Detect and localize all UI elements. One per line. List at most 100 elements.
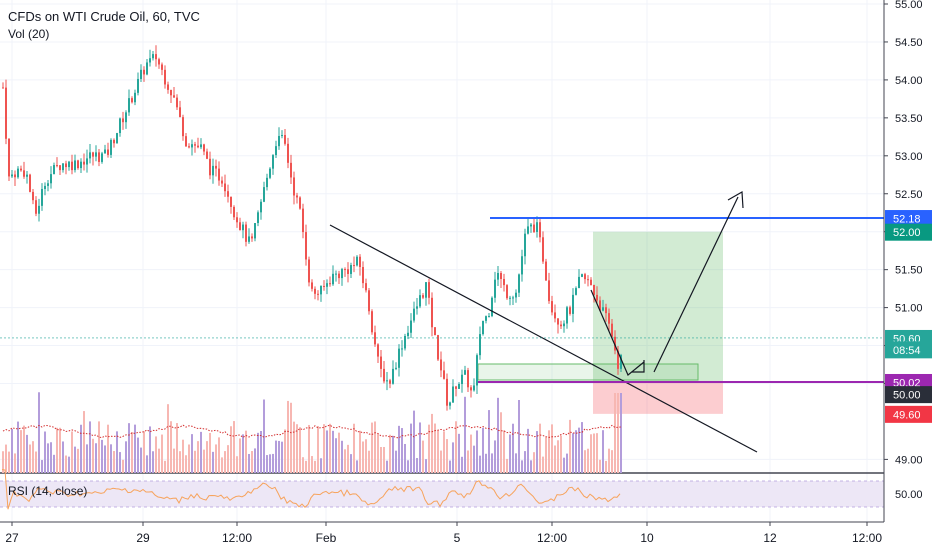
candle-body <box>590 279 592 285</box>
candle-body <box>155 54 157 60</box>
candle-body <box>80 161 82 169</box>
volume-bar <box>602 430 604 473</box>
candle-body <box>521 256 523 275</box>
candle-body <box>413 308 415 321</box>
volume-bar <box>119 452 121 473</box>
price-badge-label: 52.00 <box>893 227 921 239</box>
candle-body <box>269 168 271 178</box>
price-axis[interactable]: 55.00 54.50 54.00 53.50 53.00 52.50 52.00 51.50… <box>883 0 932 522</box>
volume-bar <box>575 430 577 473</box>
candle-body <box>47 183 49 186</box>
price-badge-label: 50.00 <box>893 390 921 402</box>
volume-bar <box>188 444 190 473</box>
volume-bar <box>578 427 580 473</box>
candle-body <box>227 191 229 197</box>
candle-body <box>344 269 346 271</box>
volume-bar <box>152 451 154 473</box>
candle-body <box>407 332 409 336</box>
price-tick-label: 51.50 <box>895 265 923 277</box>
candle-body <box>302 208 304 233</box>
volume-bar <box>338 432 340 473</box>
candle-body <box>188 146 190 148</box>
candle-body <box>5 87 7 139</box>
candle-body <box>92 152 94 157</box>
volume-bar <box>593 433 595 473</box>
volume-bar <box>47 443 49 473</box>
candle-body <box>203 144 205 152</box>
candle-body <box>116 133 118 144</box>
candle-body <box>440 359 442 371</box>
volume-bar <box>56 427 58 473</box>
volume-indicator-label[interactable]: Vol (20) <box>8 27 50 41</box>
volume-bar <box>368 450 370 473</box>
candle-body <box>494 279 496 298</box>
volume-bar <box>191 434 193 473</box>
candle-body <box>17 168 19 178</box>
volume-bar <box>170 421 172 473</box>
volume-bar <box>443 431 445 473</box>
volume-bar <box>110 444 112 473</box>
candle-body <box>278 135 280 147</box>
volume-bar <box>71 431 73 473</box>
candle-body <box>149 58 151 63</box>
time-axis[interactable]: 27 29 12:00 Feb 5 12:00 10 12 12:00 <box>0 521 884 545</box>
volume-bar <box>275 440 277 473</box>
candlestick-series <box>2 45 622 411</box>
volume-bar <box>521 460 523 473</box>
candle-body <box>530 224 532 227</box>
volume-bar <box>569 419 571 473</box>
candle-body <box>83 161 85 165</box>
time-tick-label: 27 <box>5 531 19 545</box>
volume-bar <box>239 438 241 473</box>
volume-bar <box>41 460 43 473</box>
volume-bar <box>476 430 478 473</box>
volume-bar <box>65 455 67 473</box>
candle-body <box>260 201 262 213</box>
volume-bar <box>194 450 196 473</box>
candle-body <box>29 174 31 192</box>
drawing-tools[interactable] <box>0 191 884 453</box>
candle-body <box>122 118 124 123</box>
volume-bar <box>611 450 613 473</box>
candle-body <box>470 387 472 391</box>
candle-body <box>551 301 553 313</box>
stop-zone <box>593 381 723 414</box>
volume-bar <box>278 440 280 473</box>
candle-body <box>338 273 340 279</box>
volume-bar <box>452 442 454 473</box>
volume-bar <box>539 423 541 473</box>
rsi-indicator-label[interactable]: RSI (14, close) <box>8 484 88 498</box>
candle-body <box>11 174 13 177</box>
candle-body <box>305 232 307 260</box>
candle-body <box>275 146 277 156</box>
volume-bar <box>86 444 88 473</box>
candle-body <box>353 265 355 267</box>
candle-body <box>74 160 76 171</box>
candle-body <box>617 350 619 369</box>
volume-bar <box>59 427 61 473</box>
candle-body <box>152 54 154 59</box>
volume-bar <box>467 450 469 473</box>
candle-body <box>233 206 235 218</box>
price-badge <box>885 341 932 359</box>
candle-body <box>161 64 163 70</box>
volume-bar <box>146 455 148 473</box>
long-position-tool[interactable] <box>477 231 723 414</box>
candle-body <box>503 278 505 286</box>
candle-body <box>32 191 34 201</box>
candle-body <box>584 274 586 280</box>
candle-body <box>476 355 478 386</box>
volume-bar <box>446 439 448 473</box>
candle-body <box>140 69 142 79</box>
candle-body <box>185 136 187 147</box>
volume-bar <box>74 446 76 473</box>
candle-body <box>608 313 610 324</box>
candle-body <box>53 165 55 175</box>
volume-bar <box>242 434 244 473</box>
candle-body <box>251 236 253 239</box>
volume-bar <box>14 453 16 473</box>
candle-body <box>431 297 433 328</box>
candle-body <box>437 335 439 360</box>
volume-bar <box>419 422 421 473</box>
